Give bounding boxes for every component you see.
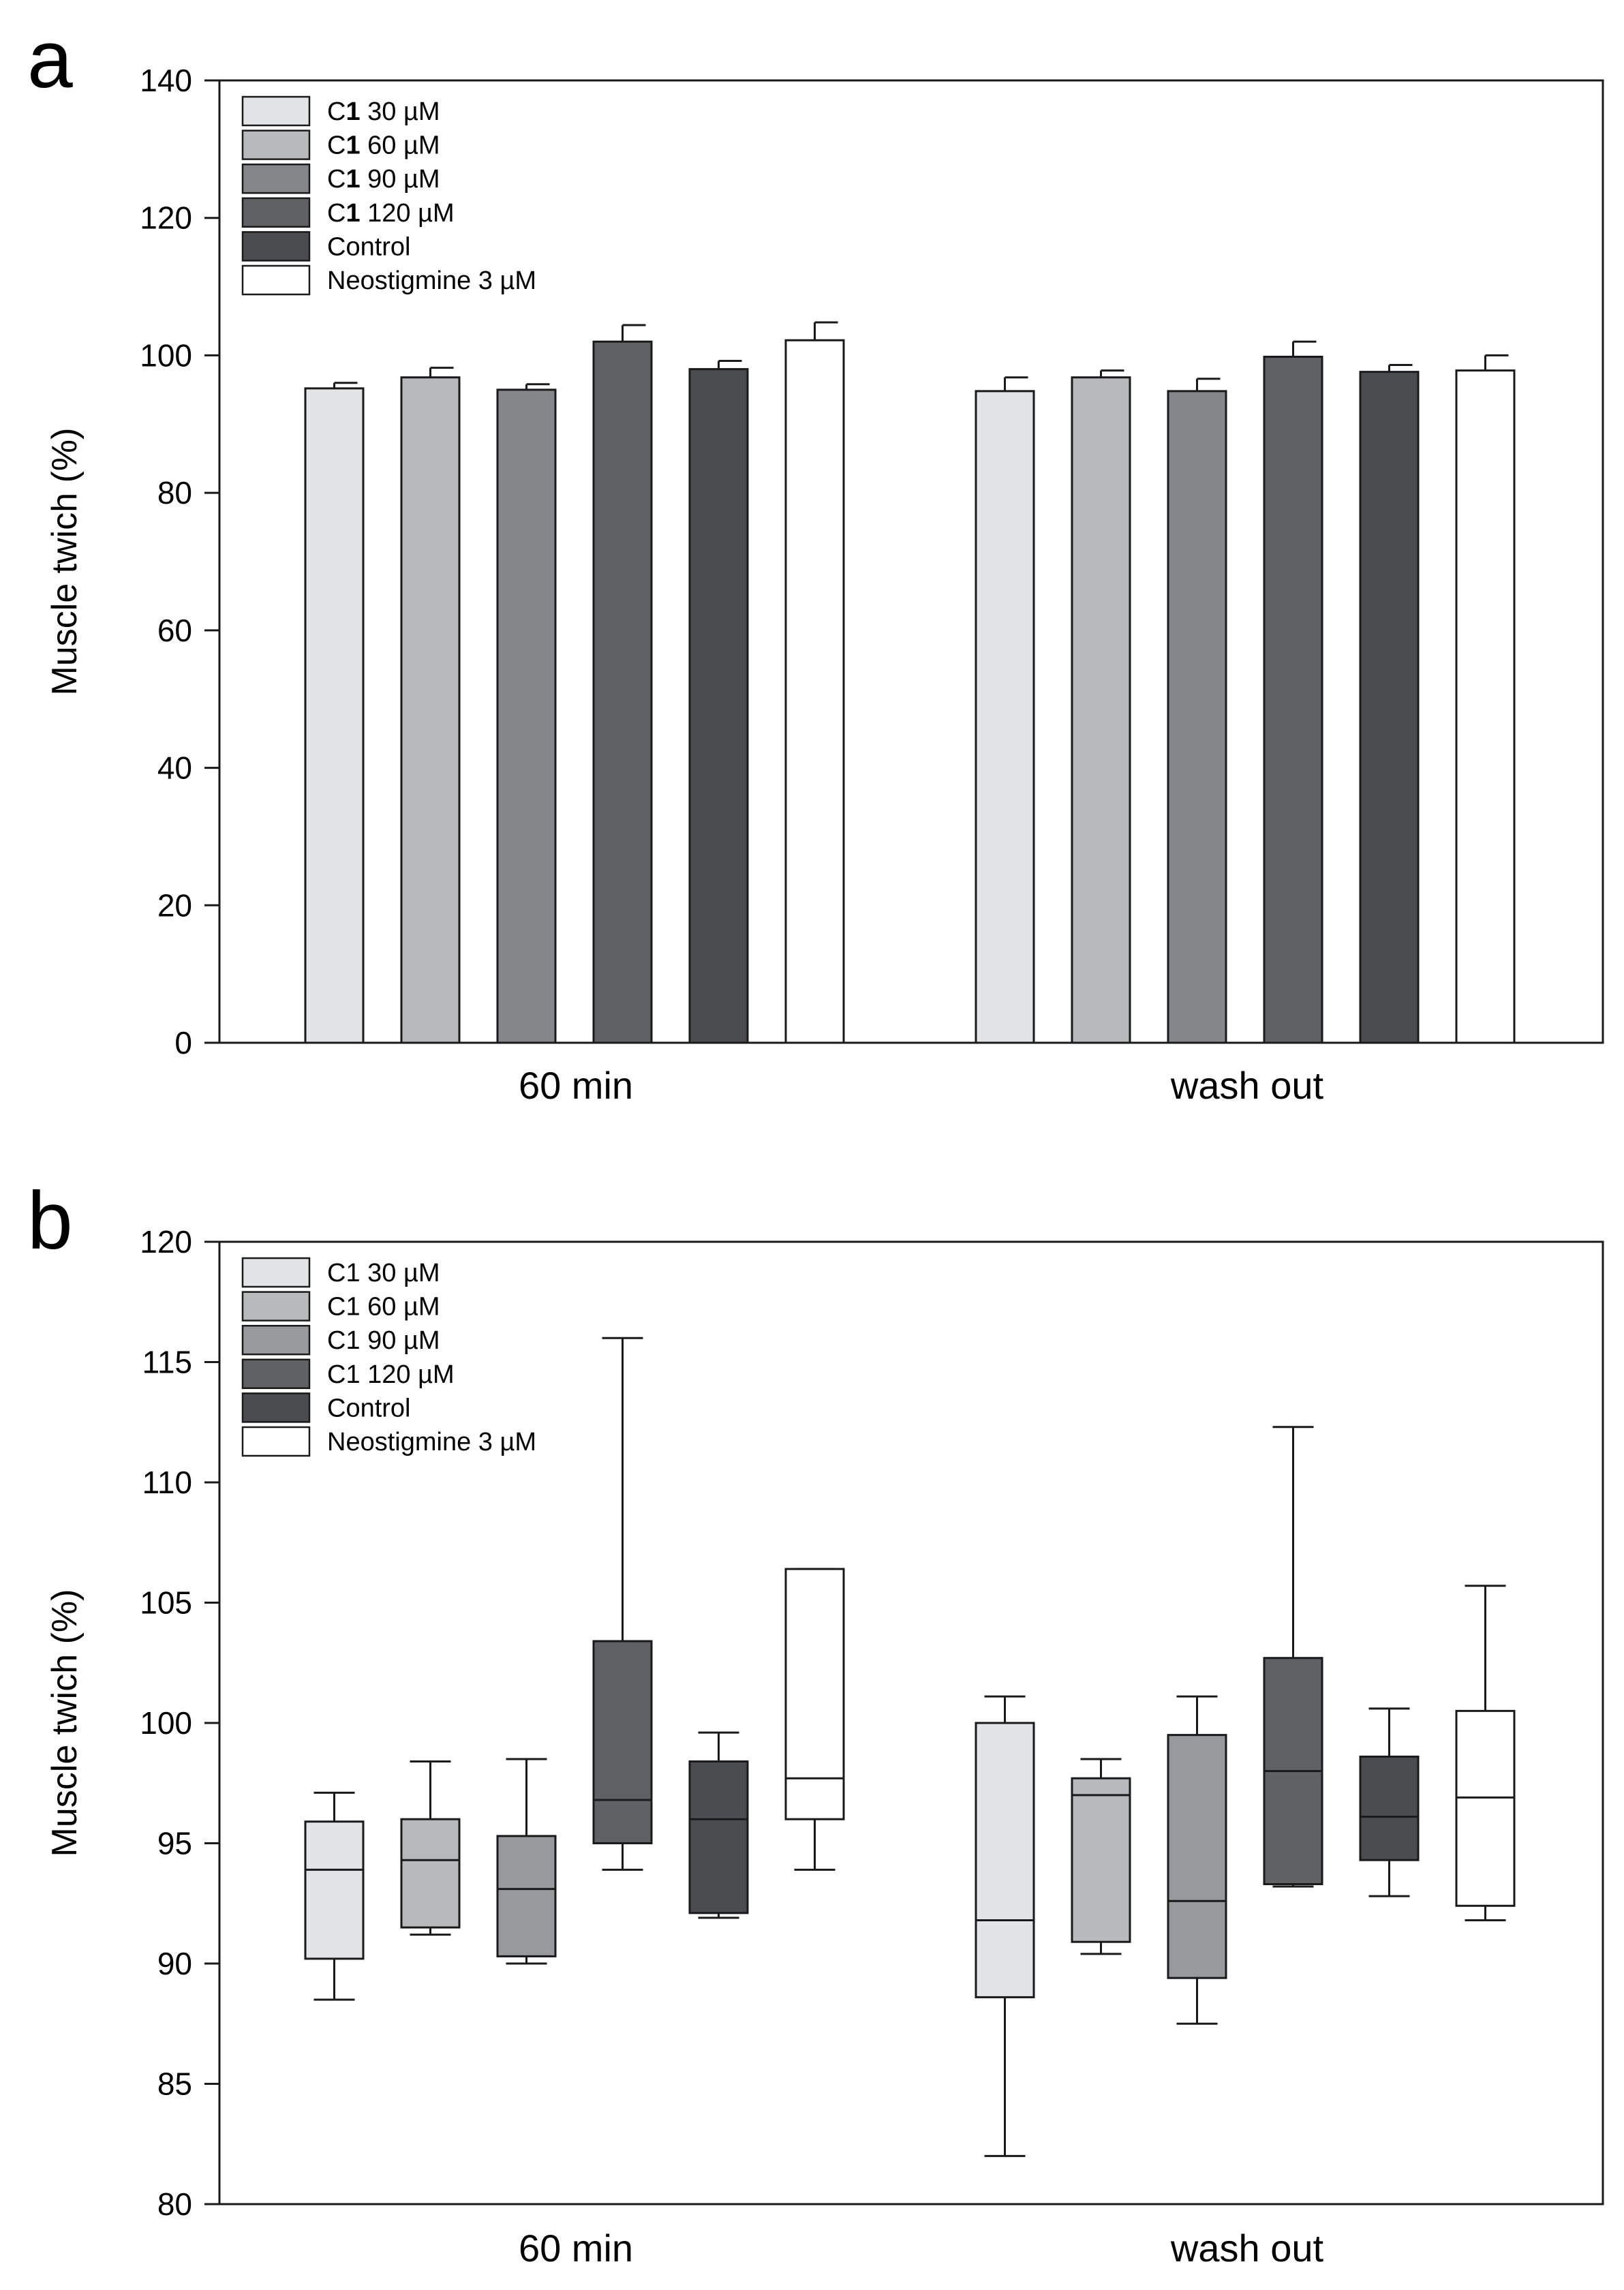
legend-label: C1 30 µM — [327, 97, 440, 126]
y-tick-label: 100 — [140, 337, 192, 373]
y-tick-label: 105 — [140, 1585, 192, 1621]
bar — [400, 376, 461, 1044]
legend-label-bold: 1 — [346, 132, 360, 160]
legend-label-part: C1 30 µM — [327, 1259, 440, 1287]
y-axis-title: Muscle twich (%) — [45, 1589, 85, 1857]
y-tick-label: 0 — [174, 1025, 192, 1060]
legend-label: C1 120 µM — [327, 199, 455, 228]
legend-label-part: C — [327, 97, 346, 126]
legend-label-part: 60 µM — [361, 132, 440, 160]
legend-label-part: 30 µM — [361, 97, 440, 126]
bar — [784, 339, 845, 1044]
box — [784, 1568, 845, 1820]
legend-swatch — [241, 1291, 311, 1322]
legend-swatch — [241, 129, 311, 160]
legend-swatch — [241, 231, 311, 262]
legend-swatch — [241, 95, 311, 127]
legend-label: C1 90 µM — [327, 1326, 440, 1355]
legend-label-part: C1 60 µM — [327, 1293, 440, 1322]
box — [304, 1820, 365, 1960]
x-category-label: wash out — [1170, 2227, 1324, 2270]
box — [1359, 1755, 1420, 1861]
box — [592, 1640, 653, 1844]
y-tick-label: 100 — [140, 1705, 192, 1741]
panel-b: b 80 85 90 95 100 105 110 115 120 Muscle twich (%)… — [27, 1175, 1604, 2270]
x-category-label: wash out — [1170, 1064, 1324, 1107]
legend-label-part: C1 120 µM — [327, 1360, 455, 1389]
legend-swatch — [241, 197, 311, 228]
y-tick-label: 120 — [140, 1224, 192, 1260]
panel-letter: b — [27, 1175, 73, 1266]
legend-label: Neostigmine 3 µM — [327, 266, 536, 295]
y-tick-label: 120 — [140, 200, 192, 236]
y-tick-label: 110 — [142, 1465, 192, 1500]
legend-label: C1 30 µM — [327, 1259, 440, 1287]
box — [1071, 1777, 1131, 1943]
legend-swatch — [241, 1392, 311, 1423]
y-axis-title: Muscle twich (%) — [45, 428, 85, 696]
legend-label-part: C1 90 µM — [327, 1326, 440, 1355]
x-category-label: 60 min — [519, 2227, 633, 2270]
legend-label-bold: 1 — [346, 199, 360, 228]
bar — [1263, 355, 1323, 1044]
y-tick-label: 80 — [157, 2186, 192, 2222]
y-tick-label: 140 — [140, 63, 192, 98]
y-tick-label: 115 — [142, 1345, 192, 1380]
legend-label-part: Control — [327, 1394, 411, 1422]
box — [496, 1835, 557, 1957]
y-tick-label: 85 — [157, 2066, 192, 2102]
legend-swatch — [241, 1426, 311, 1457]
bar — [592, 340, 653, 1044]
legend-swatch — [241, 1358, 311, 1390]
legend-label-part: C — [327, 132, 346, 160]
legend-label: Control — [327, 232, 411, 261]
bar — [975, 390, 1035, 1044]
bar — [496, 388, 557, 1044]
legend-swatch — [241, 163, 311, 194]
legend-label-part: 120 µM — [361, 199, 455, 228]
legend-label-part: Neostigmine 3 µM — [327, 266, 536, 295]
legend-swatch — [241, 1324, 311, 1356]
y-tick-label: 90 — [157, 1946, 192, 1981]
legend-swatch — [241, 264, 311, 296]
bar — [1455, 369, 1516, 1044]
legend-label-part: C — [327, 165, 346, 194]
box — [1455, 1709, 1516, 1907]
y-tick-label: 95 — [157, 1826, 192, 1861]
x-category-label: 60 min — [519, 1064, 633, 1107]
panel-letter: a — [27, 14, 73, 105]
legend-label-bold: 1 — [346, 165, 360, 194]
y-tick-label: 80 — [157, 475, 192, 510]
box — [400, 1818, 461, 1929]
y-tick-label: 20 — [157, 887, 192, 923]
box — [688, 1760, 749, 1914]
box — [975, 1722, 1035, 1998]
legend-label: C1 60 µM — [327, 132, 440, 160]
legend-swatch — [241, 1257, 311, 1288]
legend-label: C1 60 µM — [327, 1293, 440, 1322]
legend-label: Control — [327, 1394, 411, 1422]
legend-label-part: 90 µM — [361, 165, 440, 194]
bar — [1071, 376, 1131, 1044]
bar — [1359, 371, 1420, 1044]
legend-label-part: C — [327, 199, 346, 228]
y-tick-label: 40 — [157, 750, 192, 786]
legend: C1 30 µM C1 60 µM C1 90 µM C1 120 µM Control… — [241, 1257, 536, 1457]
bar — [688, 368, 749, 1044]
box — [1167, 1734, 1227, 1979]
y-tick-label: 60 — [157, 613, 192, 648]
panel-a: a 0 20 40 60 80 100 120 140 Muscle twich (%) 60 mi… — [27, 14, 1604, 1107]
legend-label-part: Neostigmine 3 µM — [327, 1428, 536, 1456]
legend-label: C1 90 µM — [327, 165, 440, 194]
legend-label-bold: 1 — [346, 97, 360, 126]
plot-frame — [218, 79, 1604, 1044]
bar — [304, 387, 365, 1044]
legend-label: Neostigmine 3 µM — [327, 1428, 536, 1456]
legend-label: C1 120 µM — [327, 1360, 455, 1389]
bar — [1167, 390, 1227, 1044]
legend-label-part: Control — [327, 232, 411, 261]
